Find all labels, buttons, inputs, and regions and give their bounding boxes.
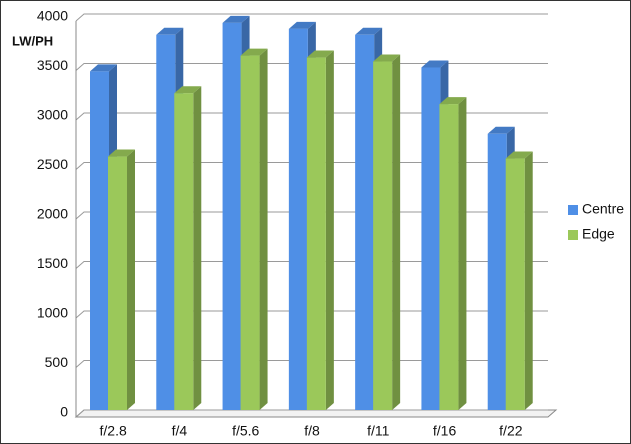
bar bbox=[156, 34, 176, 410]
grid-line bbox=[75, 13, 548, 22]
y-axis-label: LW/PH bbox=[12, 33, 53, 48]
y-tick-label: 4000 bbox=[37, 8, 68, 24]
bar-side bbox=[458, 97, 467, 410]
x-tick-label: f/16 bbox=[433, 423, 457, 439]
bar-side bbox=[524, 151, 533, 411]
y-tick-label: 2500 bbox=[37, 156, 68, 172]
bar bbox=[90, 71, 109, 411]
bar bbox=[108, 156, 127, 410]
bar-top bbox=[373, 54, 401, 62]
bar-top bbox=[240, 48, 268, 56]
bar-top bbox=[421, 60, 449, 68]
y-tick-label: 0 bbox=[60, 404, 68, 420]
legend-swatch bbox=[568, 230, 578, 240]
bar bbox=[439, 104, 459, 410]
x-tick-label: f/4 bbox=[172, 423, 188, 439]
bar bbox=[373, 61, 393, 411]
bar bbox=[174, 93, 194, 410]
bar bbox=[240, 55, 260, 411]
bar-top bbox=[487, 126, 515, 134]
bar-top bbox=[174, 86, 202, 94]
floor bbox=[74, 409, 558, 418]
x-tick-label: f/22 bbox=[499, 423, 523, 439]
legend-label: Edge bbox=[582, 226, 615, 242]
bar-side bbox=[193, 86, 202, 410]
y-tick-label: 3500 bbox=[37, 57, 68, 73]
bar bbox=[306, 57, 326, 411]
bar-side bbox=[127, 149, 135, 410]
y-tick-label: 500 bbox=[45, 354, 69, 370]
bar-top bbox=[90, 64, 117, 72]
x-tick-label: f/8 bbox=[304, 423, 320, 439]
legend-label: Centre bbox=[582, 201, 624, 217]
grid-line bbox=[75, 409, 548, 418]
bar-side bbox=[259, 48, 268, 410]
bar bbox=[421, 67, 441, 411]
bar-top bbox=[156, 27, 184, 35]
legend-swatch bbox=[568, 205, 578, 215]
y-tick-label: 2000 bbox=[37, 206, 68, 222]
bar-top bbox=[355, 27, 383, 35]
bar-top bbox=[288, 21, 316, 29]
bar-top bbox=[108, 149, 135, 157]
y-tick-label: 1500 bbox=[37, 255, 68, 271]
bar bbox=[222, 22, 242, 410]
bar-top bbox=[505, 151, 533, 159]
bar-side bbox=[325, 50, 334, 411]
bar-side bbox=[392, 54, 401, 411]
bar bbox=[487, 133, 507, 411]
bar-top bbox=[222, 15, 250, 23]
x-tick-label: f/11 bbox=[367, 423, 390, 439]
y-tick-label: 3000 bbox=[37, 107, 68, 123]
bar-top bbox=[439, 97, 467, 105]
x-tick-label: f/2.8 bbox=[100, 423, 127, 439]
bar-top bbox=[306, 50, 334, 58]
bar bbox=[355, 34, 375, 410]
x-tick-label: f/5.6 bbox=[232, 423, 259, 439]
y-tick-label: 1000 bbox=[37, 305, 68, 321]
bar bbox=[288, 28, 308, 410]
bar bbox=[505, 158, 525, 410]
